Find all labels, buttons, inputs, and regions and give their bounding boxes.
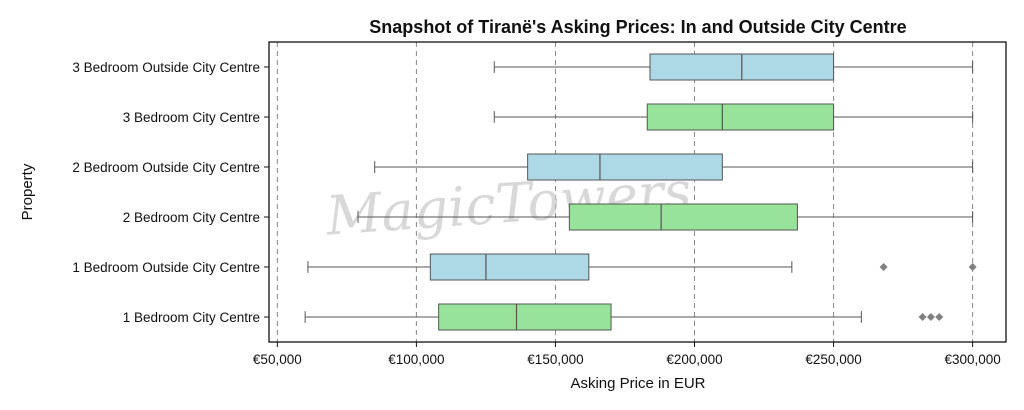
box-group (374, 153, 974, 181)
outlier-point (935, 313, 944, 321)
outlier-point (968, 263, 977, 271)
box-iqr (646, 103, 835, 131)
box-iqr (429, 253, 590, 281)
y-tick-label: 1 Bedroom Outside City Centre (72, 260, 260, 275)
box-group (493, 103, 974, 131)
chart-title: Snapshot of Tiranë's Asking Prices: In a… (369, 17, 906, 37)
x-axis-label: Asking Price in EUR (570, 375, 705, 392)
box-group (493, 53, 974, 81)
box-group (304, 303, 944, 331)
box-iqr (527, 153, 723, 181)
x-tick-label: €50,000 (253, 352, 302, 367)
plot-frame (268, 41, 1007, 343)
outlier-point (879, 263, 888, 271)
y-tick-label: 2 Bedroom City Centre (123, 210, 260, 225)
outlier-point (918, 313, 927, 321)
box-iqr (568, 203, 798, 231)
y-axis-ticks: 3 Bedroom Outside City Centre 3 Bedroom C… (72, 60, 269, 325)
y-tick-label: 3 Bedroom Outside City Centre (72, 60, 260, 75)
grid-lines (276, 42, 974, 342)
x-tick-label: €100,000 (388, 352, 444, 367)
outlier-point (926, 313, 935, 321)
y-tick-label: 3 Bedroom City Centre (123, 110, 260, 125)
x-tick-label: €300,000 (944, 352, 1000, 367)
box-group (357, 203, 974, 231)
x-tick-label: €200,000 (666, 352, 722, 367)
boxes (304, 53, 977, 331)
y-tick-label: 2 Bedroom Outside City Centre (72, 160, 260, 175)
y-axis-label: Property (19, 163, 36, 220)
x-tick-label: €150,000 (527, 352, 583, 367)
x-axis-ticks: €50,000 €100,000 €150,000 €200,000 €250,000 €… (253, 342, 1001, 367)
x-tick-label: €250,000 (805, 352, 861, 367)
y-tick-label: 1 Bedroom City Centre (123, 310, 260, 325)
box-iqr (438, 303, 612, 331)
box-group (307, 253, 977, 281)
